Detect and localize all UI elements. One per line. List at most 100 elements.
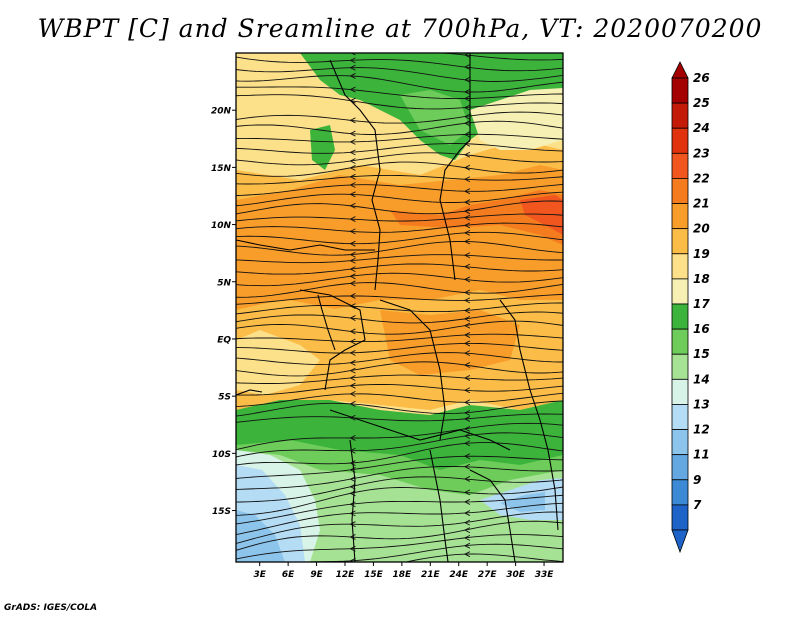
wbpt-band-17-patch bbox=[310, 125, 335, 170]
lon-tick-label: 24E bbox=[449, 570, 469, 580]
streamline-arrow bbox=[463, 433, 471, 439]
streamline bbox=[236, 502, 563, 536]
streamline-arrow bbox=[463, 440, 471, 447]
colorbar-box bbox=[671, 479, 689, 506]
lon-tick-label: 15E bbox=[364, 570, 384, 580]
colorbar-label: 22 bbox=[693, 171, 710, 185]
colorbar-box bbox=[671, 328, 689, 355]
streamline bbox=[236, 455, 563, 479]
streamline bbox=[236, 94, 563, 110]
streamline-arrow bbox=[463, 229, 471, 236]
streamline-arrow bbox=[463, 416, 471, 422]
colorbar-label: 19 bbox=[693, 247, 710, 261]
streamlines bbox=[236, 53, 563, 562]
streamline bbox=[236, 272, 563, 287]
streamline-arrow bbox=[463, 425, 471, 432]
streamline-arrow bbox=[349, 251, 356, 258]
streamline-arrow bbox=[463, 120, 471, 127]
streamline-arrow bbox=[349, 149, 356, 156]
lat-tick-label: 5N bbox=[217, 278, 231, 288]
streamline-arrow bbox=[463, 551, 471, 558]
wbpt-band-22 bbox=[390, 190, 563, 245]
streamline bbox=[236, 333, 563, 343]
streamline bbox=[236, 494, 563, 525]
streamline-arrow bbox=[463, 263, 471, 270]
lon-tick-label: 33E bbox=[535, 570, 555, 580]
streamline-arrow bbox=[349, 375, 356, 381]
streamline bbox=[236, 384, 563, 396]
lon-tick-label: 30E bbox=[506, 570, 526, 580]
colorbar-label: 24 bbox=[693, 121, 710, 135]
streamline bbox=[236, 56, 563, 72]
chart-title: WBPT [C] and Sreamline at 700hPa, VT: 20… bbox=[37, 14, 763, 43]
streamline-arrow bbox=[463, 76, 471, 83]
streamline bbox=[236, 520, 563, 551]
streamline bbox=[236, 86, 563, 100]
streamline bbox=[236, 392, 563, 407]
streamline-arrow bbox=[349, 202, 356, 209]
streamline bbox=[236, 486, 563, 516]
streamline-arrow bbox=[349, 273, 356, 280]
streamline-arrow bbox=[349, 64, 356, 71]
streamline-arrow bbox=[463, 453, 471, 460]
streamline bbox=[236, 311, 563, 324]
streamline bbox=[236, 282, 563, 298]
streamline-arrow bbox=[349, 521, 356, 528]
streamline bbox=[236, 320, 563, 335]
streamline-arrow bbox=[349, 359, 356, 366]
colorbar-max-triangle bbox=[671, 61, 689, 79]
streamline-arrow bbox=[463, 151, 471, 158]
streamline bbox=[236, 67, 563, 82]
streamline-arrow bbox=[349, 367, 356, 374]
streamline-arrow bbox=[463, 88, 471, 95]
streamline-arrow bbox=[463, 95, 471, 102]
colorbar-box bbox=[671, 454, 689, 481]
streamline-arrow bbox=[349, 158, 356, 164]
streamline bbox=[236, 143, 563, 154]
streamline-arrow bbox=[349, 315, 356, 321]
lat-tick-label: EQ bbox=[217, 335, 231, 345]
streamline-arrow bbox=[463, 375, 471, 381]
streamline-arrow bbox=[463, 399, 471, 406]
streamline bbox=[236, 184, 563, 196]
streamline-arrow bbox=[349, 173, 356, 180]
streamline-arrow bbox=[349, 435, 356, 441]
streamline-arrow bbox=[463, 322, 471, 329]
streamline-arrow bbox=[463, 164, 471, 171]
streamline-arrow bbox=[349, 182, 356, 188]
streamline-arrow bbox=[463, 297, 471, 304]
streamline-arrow bbox=[349, 216, 356, 222]
streamline bbox=[236, 133, 563, 143]
streamline-arrow bbox=[463, 510, 471, 516]
streamline-arrow bbox=[463, 188, 471, 195]
colorbar-box bbox=[671, 253, 689, 280]
country-borders bbox=[236, 53, 559, 562]
streamline-arrow bbox=[349, 414, 356, 421]
streamline-arrow bbox=[349, 117, 356, 124]
streamline-arrow bbox=[349, 266, 356, 273]
colorbar-label: 23 bbox=[693, 146, 710, 160]
streamline bbox=[236, 161, 563, 177]
streamline bbox=[236, 476, 563, 503]
wbpt-band-13-east bbox=[500, 492, 545, 512]
colorbar-label: 13 bbox=[693, 397, 710, 411]
lon-tick-label: 27E bbox=[478, 570, 498, 580]
streamline bbox=[236, 191, 563, 207]
colorbar-box bbox=[671, 278, 689, 305]
streamline-arrow bbox=[463, 534, 471, 541]
colorbar-box bbox=[671, 127, 689, 154]
streamline-arrow bbox=[463, 387, 471, 394]
lat-tick-label: 10N bbox=[211, 221, 232, 231]
colorbar-label: 9 bbox=[693, 473, 701, 487]
streamline bbox=[236, 231, 563, 245]
streamline-arrow bbox=[349, 293, 356, 299]
streamline bbox=[236, 263, 563, 275]
streamline-arrow bbox=[463, 276, 471, 283]
streamline-arrow bbox=[463, 214, 471, 221]
streamline-arrow bbox=[350, 53, 356, 56]
colorbar-label: 17 bbox=[693, 297, 710, 311]
streamline-arrow bbox=[463, 463, 471, 470]
streamline-arrow bbox=[463, 289, 471, 296]
